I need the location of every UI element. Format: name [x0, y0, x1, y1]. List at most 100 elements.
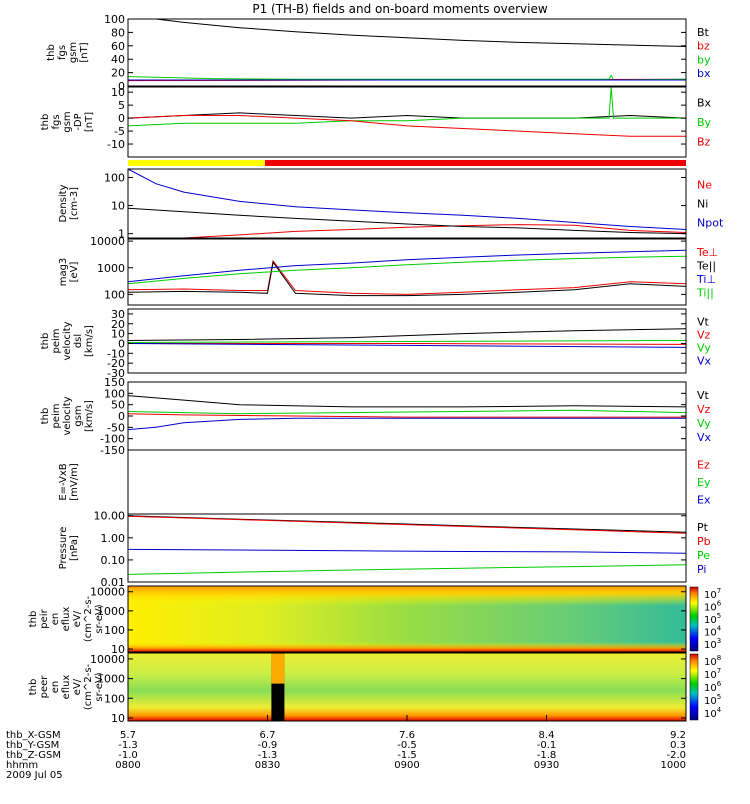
panel-velocity-1-series-Vy — [127, 340, 687, 343]
panel-fgs-dp-ylabel: [nT] — [84, 112, 95, 132]
panel-peer-ytick-label: 10000 — [90, 653, 125, 666]
ephemeris-value: 7.6 — [399, 730, 415, 741]
panel-fgs-dp-ylabel: thb — [40, 114, 51, 131]
panel-fgs-dp-frame — [127, 86, 687, 158]
panel-velocity-1-legend-entry: Vz — [697, 329, 711, 342]
panel-velocity-2-legend-entry: Vz — [697, 403, 711, 416]
panel-velocity-1-ylabel: velocity — [62, 321, 73, 360]
panel-fgs-ytick-label: 80 — [111, 26, 125, 39]
panel-velocity-1-ytick-label: -30 — [107, 367, 125, 380]
panel-peir-colorbar — [689, 586, 699, 652]
panel-velocity-1-ytick-label: 0 — [118, 337, 125, 350]
panel-peer-colorbar-tick: 106 — [704, 680, 722, 694]
ephemeris-value: 0800 — [115, 760, 140, 771]
status-bar-yellow — [128, 160, 265, 166]
panel-peir-ylabel: eV/ — [72, 610, 83, 627]
panel-fgs-dp-legend-entry: By — [697, 116, 712, 129]
panel-peir-ytick-label: 10000 — [90, 586, 125, 599]
panel-peer-ylabel: eflux — [61, 675, 72, 700]
panel-temperature-frame — [127, 238, 687, 306]
panel-peir-ylabel: sr-eV) — [94, 604, 105, 633]
ephemeris-row-label: hhmm — [6, 760, 38, 771]
panel-velocity-1-ytick-label: 20 — [111, 318, 125, 331]
panel-peir-ylabel: (cm^2-s- — [83, 595, 94, 642]
panel-fgs-dp-ytick-label: -5 — [114, 125, 125, 138]
panel-velocity-2-frame — [127, 381, 687, 451]
panel-fgs-legend-entry: Bt — [697, 26, 710, 39]
ephemeris-value: -1.3 — [118, 740, 138, 751]
panel-pressure-ytick-label: 0.10 — [101, 554, 126, 567]
panel-efield-legend-entry: Ey — [697, 476, 711, 489]
panel-peir-colorbar-tick-exponent: 7 — [717, 587, 721, 595]
panel-velocity-1-ytick-label: 10 — [111, 328, 125, 341]
panel-density-ytick-label: 10 — [111, 200, 125, 213]
ephemeris-date: 2009 Jul 05 — [6, 770, 63, 781]
ephemeris-value: -1.5 — [397, 750, 417, 761]
panel-velocity-1-legend-entry: Vy — [697, 342, 711, 355]
panel-peir-ytick-label: 10 — [111, 643, 125, 656]
ephemeris-value: 0830 — [255, 760, 280, 771]
panel-fgs-dp-ylabel: -DP — [73, 113, 84, 130]
panel-velocity-2-ylabel: peim — [51, 403, 62, 428]
panel-pressure-legend-entry: Pt — [697, 521, 709, 534]
panel-peer-colorbar-tick: 104 — [704, 706, 722, 720]
panel-fgs-dp-ytick-label: 10 — [111, 86, 125, 99]
panel-pressure-ytick-label: 10.00 — [94, 510, 126, 523]
panel-velocity-1-ylabel: dsl — [73, 334, 84, 348]
panel-peer-ylabel: (cm^2-s- — [83, 663, 94, 710]
ephemeris-row-label: thb_X-GSM — [6, 730, 61, 741]
panel-fgs-dp-legend-entry: Bz — [697, 135, 711, 148]
panel-velocity-1-ytick-label: 30 — [111, 308, 125, 321]
ephemeris-value: -2.0 — [666, 750, 686, 761]
panel-efield-frame — [127, 449, 687, 515]
panel-velocity-1-series-Vz — [128, 343, 687, 345]
figure-title: P1 (TH-B) fields and on-board moments ov… — [252, 2, 548, 16]
panel-pressure-ytick-label: 0.01 — [101, 576, 126, 589]
panel-fgs-series-by — [127, 74, 687, 81]
panel-temperature-legend-entry: Ti|| — [696, 286, 714, 299]
panel-density-series-Ni — [127, 207, 687, 235]
panel-temperature-ytick-label: 100 — [104, 288, 125, 301]
panel-temperature-series-Ti — [127, 249, 687, 283]
panel-peer-colorbar-tick: 105 — [704, 693, 721, 707]
panel-velocity-2-ytick-label: -100 — [100, 433, 125, 446]
ephemeris-value: 5.7 — [120, 730, 136, 741]
ephemeris-value: -0.9 — [258, 740, 278, 751]
panel-fgs-ytick-label: 20 — [111, 67, 125, 80]
panel-fgs-ytick-label: 0 — [118, 80, 125, 93]
panel-velocity-1-ylabel: [km/s] — [84, 325, 95, 357]
panel-peer-ylabel: sr-eV) — [94, 672, 105, 701]
panel-fgs-frame — [127, 18, 687, 87]
panel-peer-ylabel: en — [50, 681, 61, 694]
ephemeris-value: 0.3 — [670, 740, 686, 751]
ephemeris-value: 8.4 — [539, 730, 555, 741]
panel-pressure-legend-entry: Pe — [697, 549, 710, 562]
panel-density-legend-entry: Npot — [697, 217, 724, 230]
panel-velocity-1-ylabel: peim — [51, 328, 62, 353]
panel-temperature-ytick-label: 1000 — [97, 262, 125, 275]
panel-peer-spectrogram — [128, 653, 686, 721]
panel-temperature-series-Te — [127, 261, 687, 297]
panel-velocity-2-ytick-label: 150 — [104, 376, 125, 389]
ephemeris-value: -1.0 — [118, 750, 138, 761]
panel-fgs-dp-series-Bx — [127, 112, 687, 119]
panel-velocity-2-ytick-label: 100 — [104, 387, 125, 400]
ephemeris-value: -0.5 — [397, 740, 417, 751]
panel-temperature-series-Ti — [127, 255, 687, 285]
panel-peir-colorbar-tick-exponent: 5 — [717, 612, 721, 620]
panel-temperature-series-Te — [127, 259, 687, 295]
panel-velocity-2-ylabel: thb — [40, 408, 51, 425]
panel-velocity-2-ylabel: velocity — [62, 396, 73, 435]
ephemeris-row-label: thb_Y-GSM — [6, 740, 59, 751]
panel-peer-colorbar-tick: 107 — [704, 667, 721, 681]
panel-peir-colorbar-tick: 103 — [704, 637, 721, 651]
panel-fgs-series-Bt — [128, 18, 687, 47]
panel-fgs-dp-ytick-label: 5 — [118, 99, 125, 112]
panel-peir-ytick-label: 100 — [104, 624, 125, 637]
panel-peir-ytick-label: 1000 — [97, 605, 125, 618]
ephemeris-value: 9.2 — [670, 730, 686, 741]
panel-density-legend-entry: Ni — [697, 198, 708, 211]
panel-peer-colorbar-tick-exponent: 5 — [717, 693, 721, 701]
panel-fgs-ytick-label: 100 — [104, 13, 125, 26]
